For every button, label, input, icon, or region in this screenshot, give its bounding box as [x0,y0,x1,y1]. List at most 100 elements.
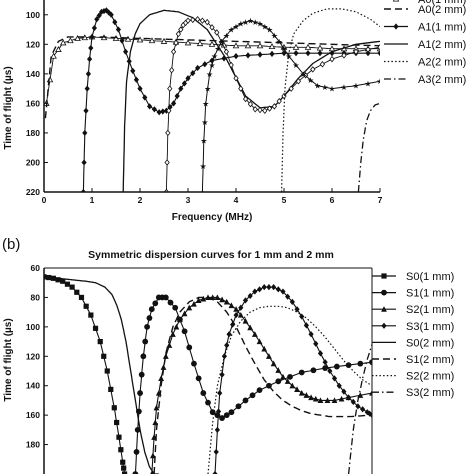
panel-b-point-s2-1-mm [186,304,193,311]
panel-a-point-a3-1-mm: ★ [199,188,206,197]
panel-a-point-a2-1-mm [169,66,175,74]
panel-b-point-s1-1-mm [235,403,242,410]
panel-b-point-s3-1-mm [299,313,305,320]
panel-b-y-tick-label: 140 [26,381,40,391]
panel-a-point-a1-1-mm [171,100,177,107]
panel-b-y-tick-label: 120 [26,351,40,361]
panel-b-point-s0-1-mm [108,386,114,392]
panel-a-markers-a3-1-mm: ★★★★★★★★★★★★★★★★★★★★★★★★★★★★★★★★★★★ [199,17,383,197]
panel-b-point-s2-1-mm [160,364,167,370]
panel-a-point-a1-1-mm [89,33,95,41]
panel-a-point-a1-1-mm [221,55,227,62]
panel-b-point-s2-1-mm [247,324,254,331]
panel-a-point-a3-1-mm: ★ [328,85,335,94]
panel-b-legend-label-s2-2-mm: S2(2 mm) [406,371,454,383]
panel-a-point-a3-1-mm: ★ [247,17,254,26]
panel-b-y-tick-label: 60 [31,263,41,273]
panel-a-legend-sample-partial-marker [392,0,400,2]
panel-a-point-a0-1-mm [256,42,264,49]
panel-a-point-a2-1-mm [173,39,179,47]
panel-b-point-s1-1-mm [345,362,352,369]
panel-b-point-s1-1-mm [191,360,197,367]
panel-a-legend-label-a3-2-mm: A3(2 mm) [418,74,466,86]
panel-b-point-s1-1-mm [181,328,188,335]
panel-a-point-a1-1-mm [115,26,121,33]
panel-a-point-a3-1-mm: ★ [376,77,383,86]
panel-b-legend: S0(1 mm) S1(1 mm) S2(1 mm) S3(1 mm) S0(2 mm)… [372,271,454,399]
panel-b-point-s0-1-mm [64,281,71,287]
panel-a-legend-label-partial: A0(1 mm) [418,0,466,6]
panel-b-series-s1-1-mm [134,296,372,474]
panel-b-point-s2-1-mm [251,331,258,337]
panel-a-point-a1-1-mm [119,37,125,44]
panel-b-point-s0-1-mm [101,353,107,359]
panel-a-y-tick-label: 180 [26,128,40,138]
panel-b-point-s1-1-mm [142,338,149,345]
panel-a-point-a0-1-mm [124,35,132,42]
panel-b-point-s2-1-mm [266,353,272,359]
panel-a-point-a1-1-mm [91,24,97,32]
panel-a-point-a3-1-mm: ★ [202,99,209,108]
panel-a-point-a0-1-mm [148,37,156,44]
panel-a-x-tick-label: 5 [282,195,287,205]
panel-b-point-s3-1-mm [313,340,319,347]
panel-b-point-s3-1-mm [252,288,258,295]
panel-b-point-s3-1-mm [247,292,253,300]
panel-a-point-a1-1-mm [81,159,87,166]
panel-a-point-a0-1-mm [268,43,276,50]
panel-b-point-s2-1-mm [289,382,296,389]
panel-b-point-s1-1-mm [152,300,159,307]
panel-a-point-a1-1-mm [156,109,162,116]
panel-b-point-s3-1-mm [308,331,314,338]
panel-a-point-a0-1-mm [59,39,67,46]
panel-b-point-s2-1-mm [261,345,268,352]
panel-a-point-a3-1-mm: ★ [285,52,292,61]
panel-b-point-s2-1-mm [324,397,331,404]
panel-a-point-a1-1-mm [181,80,187,87]
panel-a-point-a2-1-mm [271,103,278,110]
panel-a-point-a0-1-mm [184,39,192,46]
panel-b-point-s2-1-mm [298,389,305,396]
panel-a-x-tick-label: 0 [42,195,47,205]
panel-b-point-s2-1-mm [195,297,202,303]
panel-b-point-s1-1-mm [162,294,169,301]
panel-a-point-a2-1-mm [214,29,220,36]
panel-a-point-a1-1-mm [142,94,148,101]
panel-b-point-s1-1-mm [322,365,329,371]
panel-a-point-a0-1-mm [50,52,57,59]
panel-a-point-a3-1-mm: ★ [223,31,230,40]
panel-a-point-a1-1-mm [80,188,86,192]
panel-b-point-s0-1-mm [83,303,89,309]
panel-b-point-s2-1-mm [331,397,338,404]
panel-b-point-s1-1-mm [146,315,153,321]
panel-a-point-a2-1-mm [204,18,210,26]
panel-a-point-a1-1-mm [88,44,94,52]
panel-a-point-a2-1-mm [295,77,302,85]
panel-b-point-s1-1-mm [357,360,364,367]
panel-b-point-s3-1-mm [289,298,295,305]
panel-a-point-a1-1-mm [112,19,118,26]
panel-b-point-s1-1-mm [228,409,235,416]
panel-a-point-a1-1-mm [245,52,251,59]
panel-b-point-s1-1-mm [186,344,193,351]
panel-b-legend-label-s2-1-mm: S2(1 mm) [406,304,454,316]
panel-a-point-a2-1-mm [319,61,326,68]
panel-a-y-tick-label: 200 [26,157,40,167]
panel-b-ticks: 60 80 100 120 140 160 180 [26,263,48,450]
panel-b-point-s3-1-mm [303,322,309,329]
panel-a-x-tick-label: 1 [90,195,95,205]
panel-b-point-s1-1-mm [223,412,230,419]
panel-b-point-s3-1-mm [331,375,338,382]
panel-a-point-a1-1-mm [160,108,166,115]
panel-a-point-a2-1-mm [167,85,173,92]
panel-a-point-a1-1-mm [147,103,153,110]
panel-a-point-a3-1-mm: ★ [201,118,208,127]
panel-a-point-a3-1-mm: ★ [352,82,359,91]
panel-a-point-a3-1-mm: ★ [314,82,321,91]
panel-b-point-s0-1-mm [97,338,103,345]
panel-b-point-s3-1-mm [215,408,222,415]
panel-b-point-s1-1-mm [134,426,141,433]
panel-b-point-s0-1-mm [88,312,94,318]
panel-a-point-a3-1-mm: ★ [214,45,221,54]
